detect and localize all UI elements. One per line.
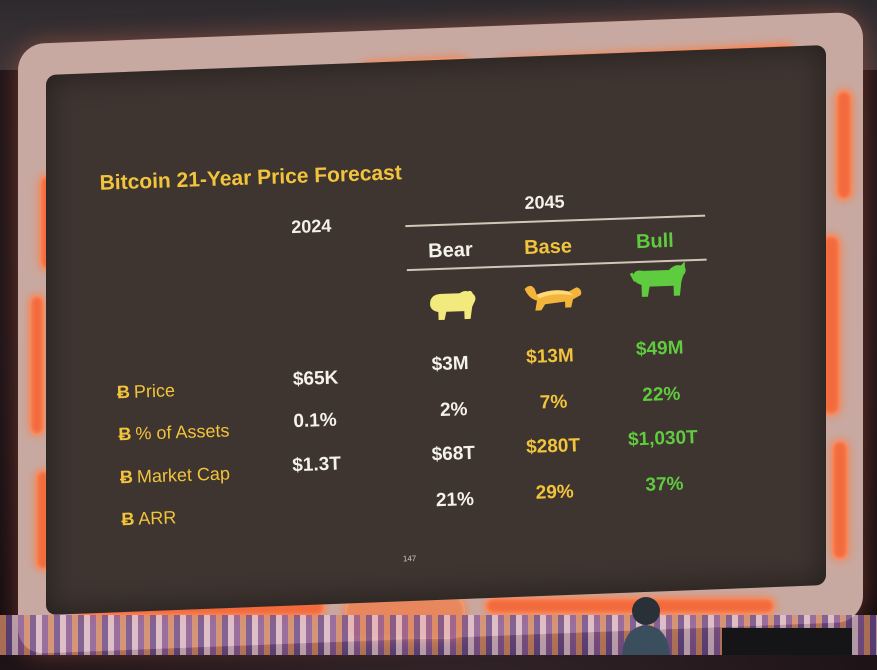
scenario-bull-label: Bull bbox=[635, 229, 675, 254]
scenario-base-label: Base bbox=[523, 235, 573, 259]
scenario-bear-label: Bear bbox=[427, 238, 474, 263]
page-number: 147 bbox=[402, 553, 417, 564]
pct-assets-base: 7% bbox=[539, 391, 568, 414]
price-bear: $3M bbox=[431, 353, 469, 376]
row-label-market-cap: Ƀ Market Cap bbox=[119, 463, 231, 488]
honey-badger-icon bbox=[524, 285, 582, 311]
price-bull: $49M bbox=[635, 337, 684, 361]
pct-assets-2024: 0.1% bbox=[293, 409, 338, 433]
arr-bear: 21% bbox=[435, 488, 475, 512]
row-label-price: Ƀ Price bbox=[116, 380, 176, 403]
bitcoin-symbol-icon: Ƀ bbox=[121, 508, 135, 530]
bull-icon bbox=[629, 261, 686, 297]
pct-assets-bull: 22% bbox=[641, 383, 681, 406]
audience-member-silhouette bbox=[622, 597, 670, 655]
bitcoin-symbol-icon: Ƀ bbox=[116, 381, 131, 403]
bear-icon bbox=[430, 290, 476, 321]
bitcoin-symbol-icon: Ƀ bbox=[119, 466, 134, 488]
price-base: $13M bbox=[525, 345, 575, 368]
market-cap-bull: $1,030T bbox=[627, 427, 699, 451]
market-cap-base: $280T bbox=[525, 435, 581, 459]
price-2024: $65K bbox=[292, 367, 339, 391]
market-cap-2024: $1.3T bbox=[291, 453, 342, 477]
arr-bull: 37% bbox=[645, 473, 684, 496]
market-cap-bear: $68T bbox=[431, 442, 476, 466]
arr-base: 29% bbox=[535, 481, 575, 504]
row-label-arr: Ƀ ARR bbox=[121, 507, 177, 530]
neon-left-middle bbox=[30, 295, 44, 435]
stage-equipment bbox=[722, 628, 852, 655]
slide-title: Bitcoin 21-Year Price Forecast bbox=[99, 161, 403, 195]
neon-right-middle bbox=[822, 235, 840, 415]
pct-assets-bear: 2% bbox=[439, 399, 468, 422]
header-rule-top bbox=[405, 214, 706, 228]
neon-right-lower bbox=[832, 440, 848, 560]
row-label-pct-assets: Ƀ% of Assets bbox=[118, 420, 230, 445]
neon-right-upper bbox=[836, 90, 852, 200]
column-header-2045: 2045 bbox=[524, 191, 565, 213]
bitcoin-symbol-icon: Ƀ bbox=[118, 423, 132, 445]
column-header-2024: 2024 bbox=[290, 215, 332, 238]
neon-bottom-right bbox=[485, 598, 775, 614]
